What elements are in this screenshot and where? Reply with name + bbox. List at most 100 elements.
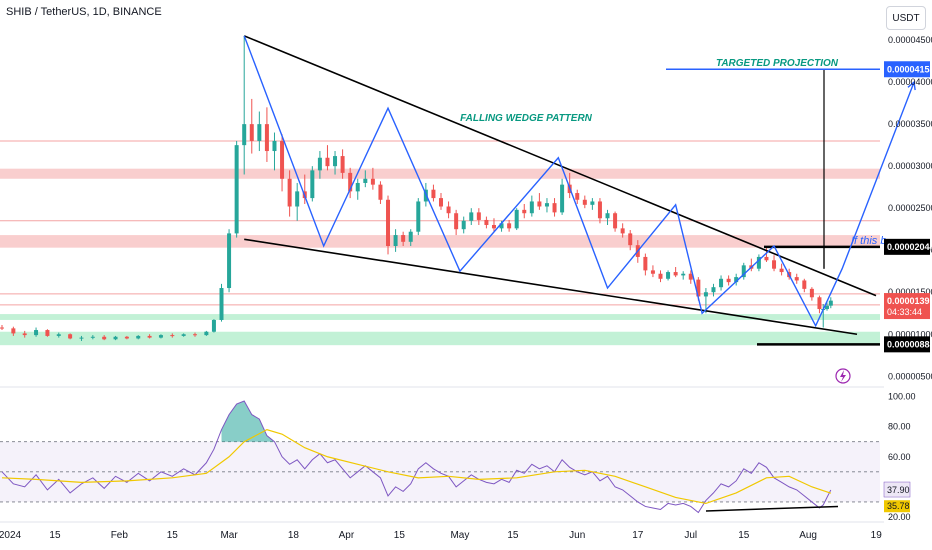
resistance-zone: [0, 235, 880, 248]
candle-body: [0, 327, 4, 329]
candle-body: [280, 140, 285, 179]
candle-body: [219, 288, 224, 320]
projection-arrowhead: [907, 80, 916, 91]
candle-body: [794, 277, 799, 281]
candle-body: [333, 156, 338, 167]
time-tick-label: 15: [738, 530, 750, 541]
price-tick-label: 0.00004000: [888, 77, 932, 87]
candle-body: [295, 191, 300, 207]
candle-body: [348, 172, 353, 192]
candle-body: [779, 268, 784, 273]
rsi-value-tag: 37.90: [887, 485, 910, 495]
candle-body: [408, 231, 413, 242]
time-tick-label: Aug: [799, 530, 817, 541]
candle-body: [726, 278, 731, 283]
price-tick-label: 0.00000500: [888, 371, 932, 381]
candle-body: [158, 335, 163, 338]
candle-body: [650, 270, 655, 274]
time-tick-label: 15: [394, 530, 406, 541]
lightning-glyph: [840, 370, 846, 382]
candle-body: [416, 201, 421, 232]
candle-body: [11, 328, 16, 334]
candle-body: [56, 334, 61, 336]
candle-body: [287, 178, 292, 207]
rsi-ma-tag: 35.78: [887, 501, 910, 511]
candle-body: [802, 280, 807, 289]
candle-body: [590, 201, 595, 205]
candle-body: [582, 199, 587, 205]
candle-body: [514, 209, 519, 229]
candle-body: [681, 273, 686, 276]
currency-button[interactable]: USDT: [886, 6, 926, 30]
projection-label: TARGETED PROJECTION: [716, 58, 839, 69]
candle-body: [484, 219, 489, 225]
candle-body: [560, 184, 565, 213]
candle-body: [756, 256, 761, 269]
candle-body: [90, 336, 95, 338]
candle-body: [34, 330, 39, 336]
candle-body: [211, 319, 216, 332]
chart-title: SHIB / TetherUS, 1D, BINANCE: [6, 6, 162, 18]
candle-body: [272, 140, 277, 152]
candle-body: [363, 178, 368, 183]
candle-body: [605, 213, 610, 219]
resistance-price-tag: 0.00002044: [887, 242, 932, 252]
support-zone: [0, 331, 880, 346]
time-tick-label: Jul: [684, 530, 697, 541]
candle-body: [370, 178, 375, 185]
time-tick-label: 15: [49, 530, 61, 541]
price-tick-label: 0.00002500: [888, 203, 932, 213]
price-tick-label: 0.00001000: [888, 329, 932, 339]
candle-body: [431, 189, 436, 199]
candle-body: [181, 334, 186, 336]
candle-body: [499, 223, 504, 229]
candle-body: [658, 273, 663, 279]
candle-body: [741, 265, 746, 278]
candle-body: [719, 278, 724, 288]
candle-body: [79, 337, 84, 339]
candle-body: [439, 198, 443, 207]
candle-body: [522, 209, 527, 214]
cut-note-text: If this b: [851, 235, 886, 247]
rsi-ma-tag-bg: [884, 500, 910, 513]
candle-body: [597, 201, 602, 219]
time-tick-label: 19: [871, 530, 883, 541]
candle-body: [764, 256, 769, 261]
candle-body: [257, 124, 262, 141]
support-price-tag: 0.00000883: [887, 339, 932, 349]
wedge-upper-line: [243, 35, 877, 297]
current-price-tag: 0.00001395: [887, 296, 932, 306]
candle-body: [461, 220, 466, 230]
candle-body: [491, 224, 496, 229]
candle-body: [264, 124, 269, 152]
time-tick-label: 15: [507, 530, 519, 541]
candle-body: [227, 233, 232, 289]
rsi-tick-label: 20.00: [888, 512, 911, 522]
candle-body: [454, 213, 459, 230]
candle-body: [378, 184, 383, 200]
candle-body: [643, 256, 648, 271]
wedge-pattern-path: [243, 35, 915, 328]
candle-body: [45, 330, 50, 336]
candle-body: [68, 334, 73, 339]
candle-body: [204, 331, 209, 336]
rsi-tick-label: 100.00: [888, 392, 916, 402]
rsi-ma-line: [1, 429, 831, 505]
rsi-tick-label: 80.00: [888, 422, 911, 432]
candle-body: [170, 335, 175, 337]
resistance-zone: [0, 168, 880, 179]
candle-body: [317, 157, 322, 171]
candle-body: [734, 277, 739, 283]
candle-body: [673, 272, 678, 276]
time-tick-label: Jun: [569, 530, 585, 541]
price-tick-label: 0.00001500: [888, 287, 932, 297]
candle-body: [469, 212, 474, 221]
candle-body: [249, 124, 254, 141]
candle-body: [544, 203, 549, 207]
candle-body: [575, 193, 580, 200]
support-zone: [0, 314, 880, 320]
candle-body: [386, 199, 391, 247]
candle-body: [628, 233, 633, 246]
time-tick-label: May: [450, 530, 469, 541]
candle-body: [696, 279, 701, 297]
